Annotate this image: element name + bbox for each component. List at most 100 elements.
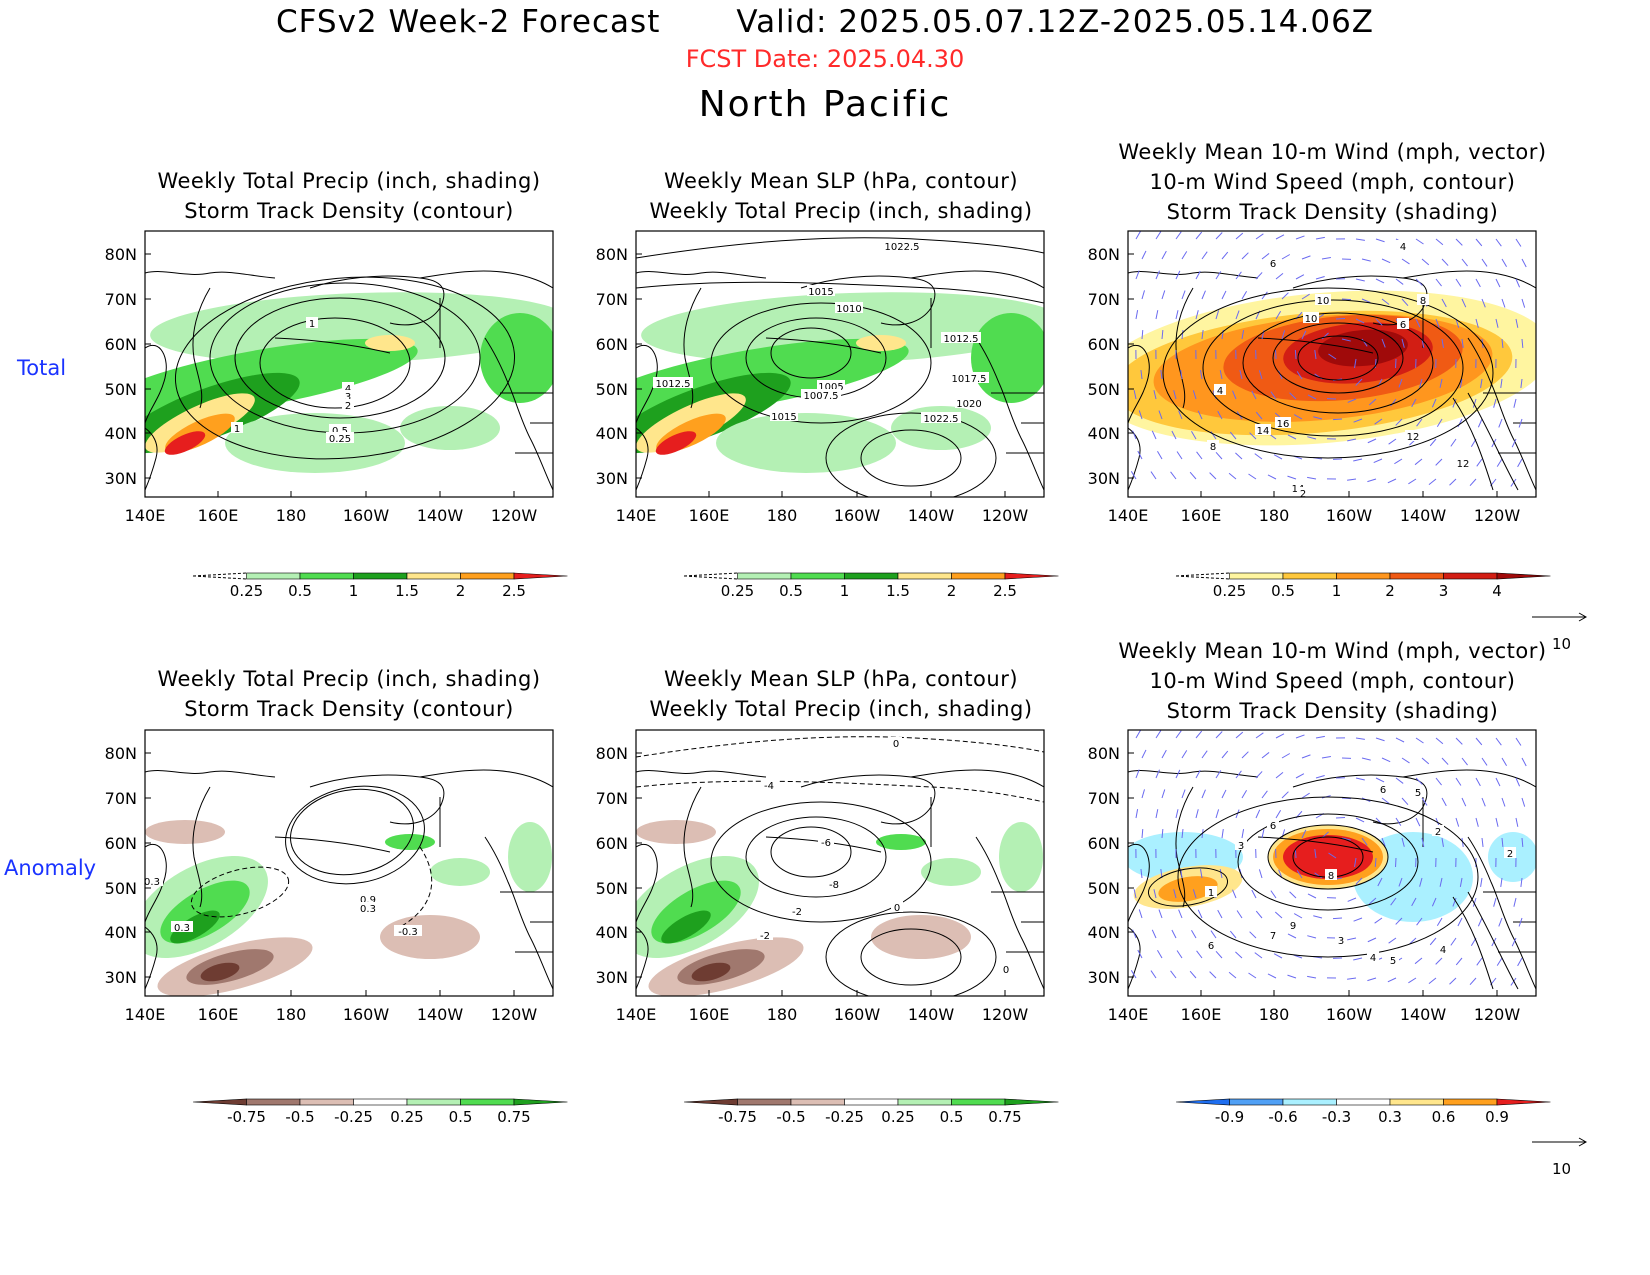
lat-tick-label: 30N <box>596 968 628 987</box>
colorbar-swatch <box>737 1098 792 1106</box>
wind-vector <box>1347 438 1357 442</box>
contour-label: 8 <box>1420 296 1426 307</box>
shading-patch <box>1283 835 1373 879</box>
contour-label: 1015 <box>771 412 796 423</box>
contour-line <box>1237 813 1419 911</box>
wind-vector <box>1452 897 1457 907</box>
coastline <box>192 786 211 908</box>
contour-label: -8 <box>829 880 839 891</box>
shading-patch <box>999 822 1043 892</box>
contour-label: 2 <box>345 401 351 412</box>
wind-vector <box>1273 454 1283 460</box>
wind-vector <box>1195 310 1199 320</box>
wind-vector <box>1436 418 1443 427</box>
contour-label-bg <box>807 285 835 296</box>
map-total-precip-storm: 1 432 1 0.50.25 140E 160E 180 160W 140W 120W 80N 70… <box>105 230 554 525</box>
wind-vector <box>1355 378 1363 386</box>
contour-label-bg <box>1267 257 1279 268</box>
wind-vector <box>1295 235 1305 240</box>
coastline <box>484 337 553 491</box>
contour-line <box>1202 299 1464 437</box>
contour-label-bg <box>1405 430 1421 441</box>
contour-label-bg <box>941 332 981 343</box>
wind-vector <box>1275 733 1285 739</box>
wind-vector <box>1289 891 1297 899</box>
wind-vector <box>1261 790 1268 799</box>
coastline <box>1128 271 1259 279</box>
contour-label: 5 <box>1415 788 1421 799</box>
contour-label-bg <box>801 389 841 400</box>
wind-vector <box>1267 973 1277 979</box>
colorbar-label: 4 <box>1492 582 1502 600</box>
shading-patch <box>661 910 711 944</box>
contour-line <box>285 785 425 885</box>
map-content: 0.30.30.90.3-0.3 <box>144 730 553 996</box>
wind-vector <box>1209 971 1217 979</box>
wind-vector <box>1416 418 1423 427</box>
contour-label: 0.3 <box>144 877 160 888</box>
wind-vector <box>1510 478 1517 487</box>
wind-vector <box>1170 970 1177 979</box>
map-content: 1022.5101510101012.51012.51017.510051007… <box>636 231 1044 497</box>
shading-patch <box>480 313 553 403</box>
lon-tick-label: 160W <box>343 506 390 525</box>
wind-vector <box>1248 473 1257 480</box>
contour-label-bg <box>1267 929 1279 940</box>
wind-vector <box>1296 870 1303 879</box>
map-frame <box>1127 729 1537 997</box>
wind-vector <box>1195 270 1201 280</box>
wind-vector <box>1314 872 1323 879</box>
colorbar-swatch <box>1443 572 1498 580</box>
wind-vector <box>1307 935 1317 939</box>
contour-label: 2 <box>1300 489 1306 500</box>
wind-vector <box>1275 771 1284 779</box>
contour-label-bg <box>145 875 163 886</box>
shading-patch <box>1318 329 1408 367</box>
wind-vector <box>1170 471 1177 480</box>
wind-vector <box>1354 358 1357 368</box>
wind-vector <box>1307 436 1317 440</box>
wind-vector <box>1191 929 1197 939</box>
wind-vector <box>1481 757 1488 766</box>
wind-vector <box>1293 913 1303 919</box>
wind-vector <box>1521 258 1527 268</box>
wind-vector <box>1408 478 1417 485</box>
contour-label-bg <box>1417 294 1429 305</box>
wind-vector <box>1341 298 1352 301</box>
wind-vector <box>1415 737 1424 744</box>
wind-vector <box>1133 889 1137 899</box>
wind-vector <box>1221 789 1227 799</box>
wind-vector <box>1472 398 1477 408</box>
contour-label-bg <box>653 377 693 388</box>
contour-label-bg <box>1437 943 1449 954</box>
contour-label: 1010 <box>836 304 861 315</box>
wind-vector <box>1354 857 1357 867</box>
shading-patch <box>876 834 926 850</box>
coastline <box>419 769 553 788</box>
contour-label: 0 <box>1003 965 1009 976</box>
colorbar-swatch <box>1229 1098 1284 1106</box>
wind-vector <box>1287 475 1297 480</box>
wind-vector <box>1287 933 1297 939</box>
wind-vector <box>1429 438 1437 447</box>
wind-vector <box>1341 338 1351 342</box>
contour-label-bg <box>394 925 422 936</box>
wind-vector <box>1495 737 1502 746</box>
panel-title-anom-precip: Weekly Total Precip (inch, shading) Storm… <box>157 667 541 721</box>
panel-title-anom-slp: Weekly Mean SLP (hPa, contour) Weekly Tot… <box>649 667 1033 721</box>
wind-vector <box>1275 311 1282 320</box>
contour-label: 6 <box>1270 259 1276 270</box>
contour-line <box>1147 867 1229 907</box>
wind-vector <box>1249 432 1257 440</box>
wind-vector <box>1200 869 1203 879</box>
lat-tick-label: 50N <box>105 879 137 898</box>
wind-vector <box>1191 430 1197 440</box>
colorbar-label: -0.5 <box>285 1108 314 1126</box>
wind-vector <box>1452 398 1457 408</box>
contour-line <box>636 237 1044 259</box>
wind-vector <box>1513 897 1517 907</box>
wind-vector <box>1254 453 1263 460</box>
contour-label: 3 <box>345 392 351 403</box>
wind-vector <box>1395 817 1402 826</box>
wind-vector <box>1341 797 1352 800</box>
